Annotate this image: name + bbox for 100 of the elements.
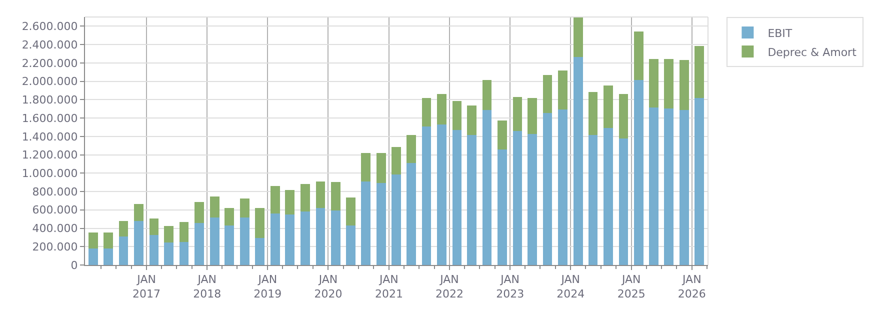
bar	[498, 150, 507, 265]
bar	[134, 221, 144, 265]
bar	[634, 32, 644, 80]
bar	[588, 134, 598, 265]
y-tick-label: 1.200.000	[22, 148, 78, 162]
bar	[482, 110, 492, 265]
x-tick-label: JAN 2017	[132, 273, 161, 300]
bar	[604, 86, 613, 128]
y-tick-label: 600.000	[32, 204, 78, 217]
x-tick-label: JAN 2023	[496, 273, 524, 300]
bar	[240, 198, 250, 218]
bar	[224, 208, 234, 226]
bar	[149, 218, 159, 235]
bar	[512, 131, 522, 265]
bar	[210, 196, 220, 218]
bar	[346, 226, 356, 265]
x-tick-label: JAN 2026	[678, 273, 706, 300]
bar	[467, 105, 476, 135]
y-tick-label: 1.400.000	[22, 130, 78, 144]
y-tick-label: 200.000	[32, 240, 78, 254]
x-tick-label: JAN 2020	[314, 273, 342, 300]
bar	[648, 107, 658, 265]
bar	[573, 17, 583, 58]
bar	[224, 226, 234, 265]
x-tick-label: JAN 2021	[374, 273, 403, 300]
bar	[255, 238, 265, 265]
y-tick-label: 2.200.000	[22, 56, 78, 70]
bar	[467, 134, 476, 265]
bar	[210, 217, 220, 265]
bar	[88, 248, 98, 265]
legend-label: EBIT	[768, 26, 792, 40]
bar	[392, 174, 402, 265]
bar	[437, 124, 446, 265]
bar	[118, 221, 128, 236]
y-tick-label: 2.600.000	[22, 20, 78, 34]
bar	[542, 113, 552, 265]
x-tick-label: JAN 2025	[617, 273, 646, 300]
bar	[316, 208, 326, 265]
bar	[179, 222, 189, 242]
x-tick-label: JAN 2024	[556, 273, 585, 300]
y-tick-label: 400.000	[32, 222, 78, 236]
bar	[618, 94, 628, 139]
y-tick-label: 1.800.000	[22, 94, 78, 107]
bar	[634, 80, 644, 265]
bar	[149, 234, 159, 265]
bar	[361, 152, 371, 182]
bar	[316, 181, 326, 208]
bar	[104, 232, 113, 248]
bar	[331, 182, 340, 210]
bar	[194, 223, 204, 265]
bar	[104, 248, 113, 265]
bar	[255, 208, 265, 238]
bar	[134, 204, 144, 222]
bar	[346, 197, 356, 226]
legend-label: Deprec & Amort	[768, 46, 858, 59]
bar	[376, 183, 386, 265]
bar	[194, 202, 204, 224]
y-tick-label: 800.000	[32, 185, 78, 198]
bar	[240, 217, 250, 265]
bar	[604, 128, 613, 265]
bar	[179, 242, 189, 265]
x-tick-label: JAN 2022	[436, 273, 464, 300]
bar	[498, 120, 507, 150]
bar	[452, 130, 462, 265]
bar	[664, 59, 674, 108]
bar	[558, 70, 568, 110]
y-tick-label: 1.000.000	[22, 167, 78, 180]
bar	[512, 97, 522, 132]
bar	[361, 181, 371, 265]
bar	[452, 100, 462, 130]
bar	[528, 98, 537, 134]
bar	[270, 186, 280, 214]
bar	[285, 214, 295, 265]
y-tick-label: 1.600.000	[22, 112, 78, 125]
bar	[300, 184, 310, 212]
bar	[331, 210, 340, 265]
x-tick-label: JAN 2019	[254, 273, 282, 300]
bar	[679, 60, 689, 110]
y-tick-label: 0	[70, 258, 78, 272]
y-tick-label: 2.400.000	[22, 38, 78, 52]
bar	[694, 46, 704, 98]
bar	[694, 98, 704, 265]
bar	[164, 242, 174, 265]
bar	[376, 152, 386, 184]
bar	[558, 109, 568, 265]
bar	[542, 75, 552, 114]
bar	[406, 134, 416, 163]
bar	[406, 162, 416, 265]
bar	[588, 92, 598, 135]
bar	[664, 108, 674, 265]
bar	[648, 59, 658, 108]
bar	[482, 80, 492, 110]
bar	[437, 94, 446, 124]
y-tick-label: 2.000.000	[22, 75, 78, 88]
bar	[422, 126, 432, 265]
bar	[118, 236, 128, 265]
bar	[573, 57, 583, 265]
bar	[285, 190, 295, 214]
bar	[618, 138, 628, 265]
bar	[88, 232, 98, 248]
